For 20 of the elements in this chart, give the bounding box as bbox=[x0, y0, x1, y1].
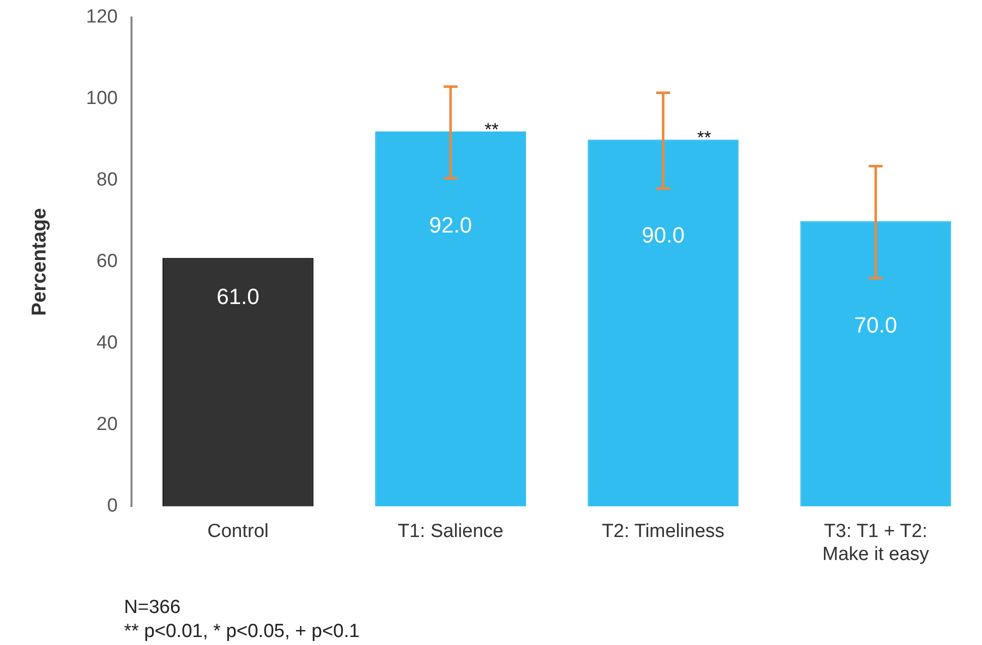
annotation: ** bbox=[697, 128, 712, 148]
data-label: 70.0 bbox=[854, 312, 898, 338]
x-tick-label: T1: Salience bbox=[398, 521, 504, 542]
annotation: ** bbox=[484, 119, 499, 140]
y-tick-label: 120 bbox=[86, 6, 118, 28]
text: ** p<0.01, * p<0.05, + p<0.1 bbox=[124, 620, 360, 644]
data-label: 90.0 bbox=[642, 222, 685, 248]
y-tick-label: 40 bbox=[96, 332, 118, 354]
x-tick-label: T2: Timeliness bbox=[602, 521, 724, 542]
y-tick-label: 0 bbox=[107, 496, 118, 517]
data-label: 61.0 bbox=[216, 284, 260, 309]
y-tick-label: 20 bbox=[96, 414, 118, 436]
y-tick-label: 60 bbox=[96, 251, 118, 272]
y-axis-title: Percentage bbox=[28, 208, 51, 316]
x-tick-label: T3: T1 + T2: Make it easy bbox=[822, 521, 930, 565]
data-label: 92.0 bbox=[429, 212, 472, 238]
y-tick-label: 100 bbox=[86, 88, 118, 110]
y-tick-label: 80 bbox=[96, 170, 118, 191]
x-tick-label: Control bbox=[207, 521, 269, 542]
text: N=366 bbox=[124, 596, 182, 620]
